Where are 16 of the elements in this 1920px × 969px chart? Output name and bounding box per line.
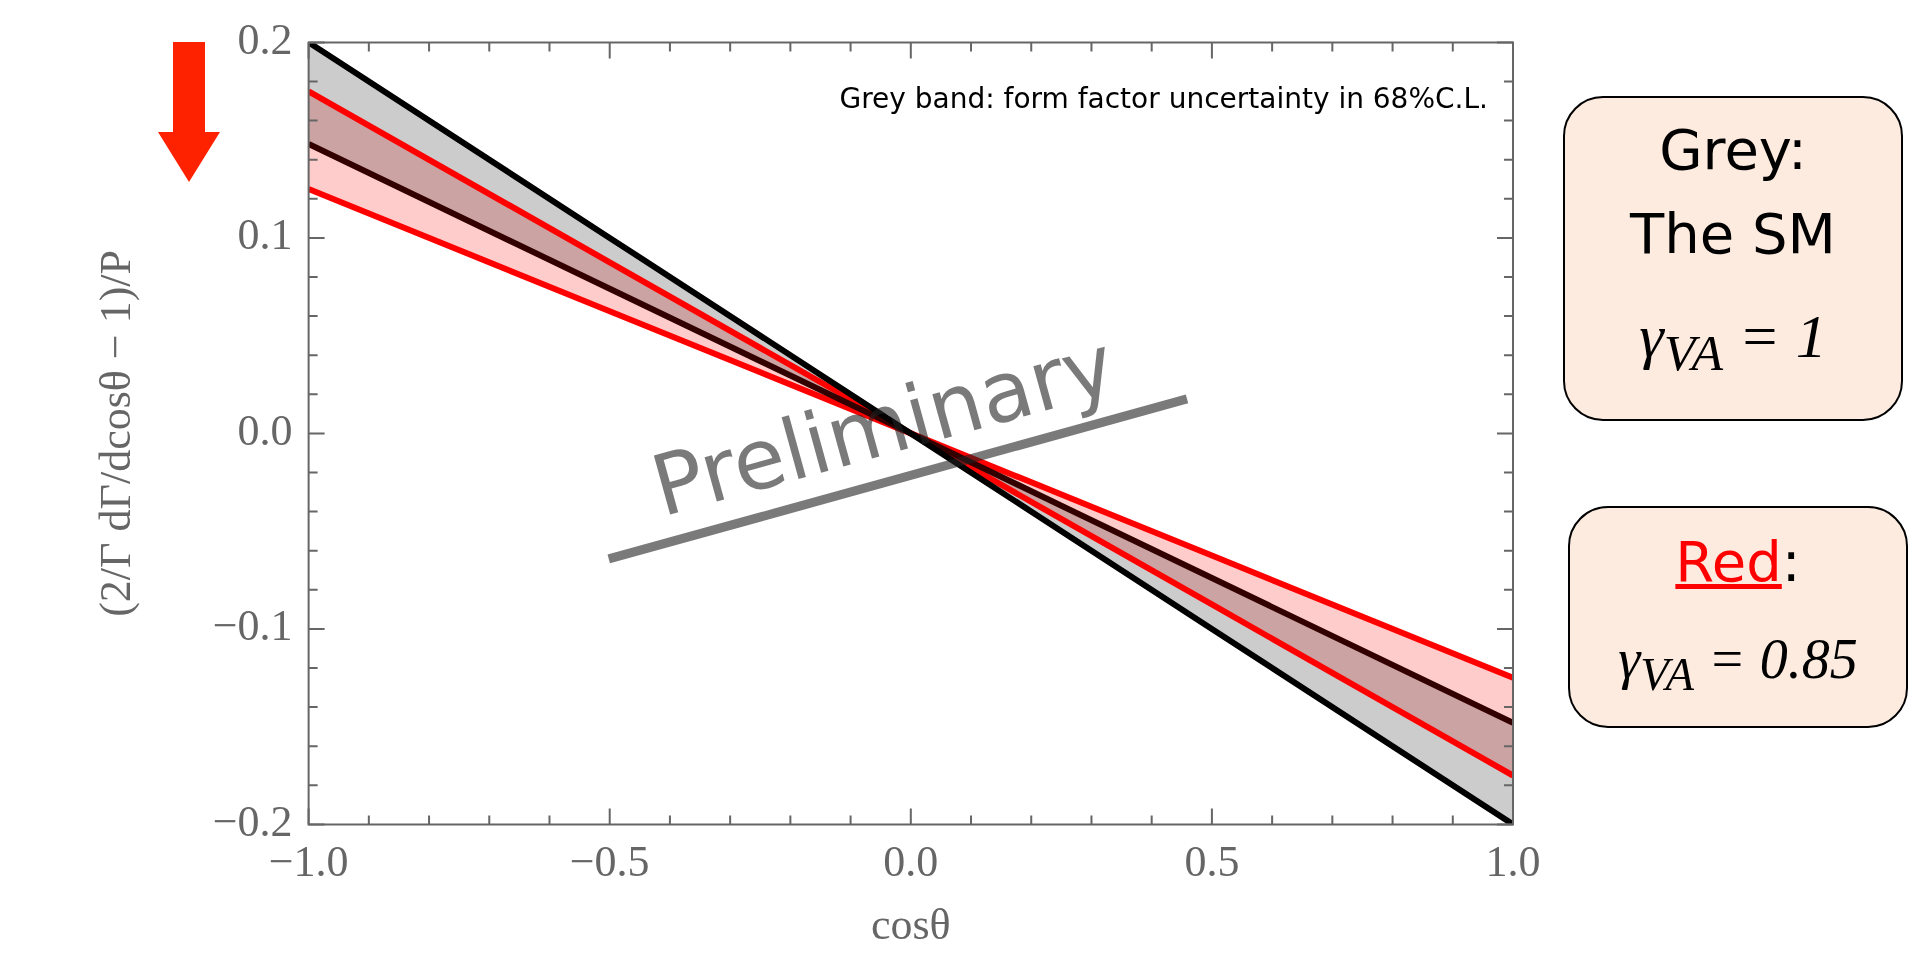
text: γ$_{VA}$ = 0.85 [1617,627,1859,703]
text: Red: [1674,528,1802,596]
x-tick-label: 1.0 [1485,837,1541,887]
x-tick-label: 0.0 [883,837,939,887]
y-tick-label: 0.0 [237,405,293,455]
text: The SM [1628,200,1837,268]
y-axis-title: (2/Γ dΓ/dcosθ − 1)/P [90,249,140,617]
y-tick-label: 0.1 [237,210,293,260]
text: Grey: [1658,116,1808,184]
text: γ$_{VA}$ = 1 [1638,301,1828,384]
x-tick-label: 0.5 [1184,837,1240,887]
annotation: Grey band: form factor uncertainty in 68%C.L. [839,81,1488,115]
y-tick-label: −0.1 [212,601,293,651]
x-tick-label: −0.5 [569,837,650,887]
y-tick-label: 0.2 [237,14,293,64]
x-axis-title: cosθ [870,900,951,950]
